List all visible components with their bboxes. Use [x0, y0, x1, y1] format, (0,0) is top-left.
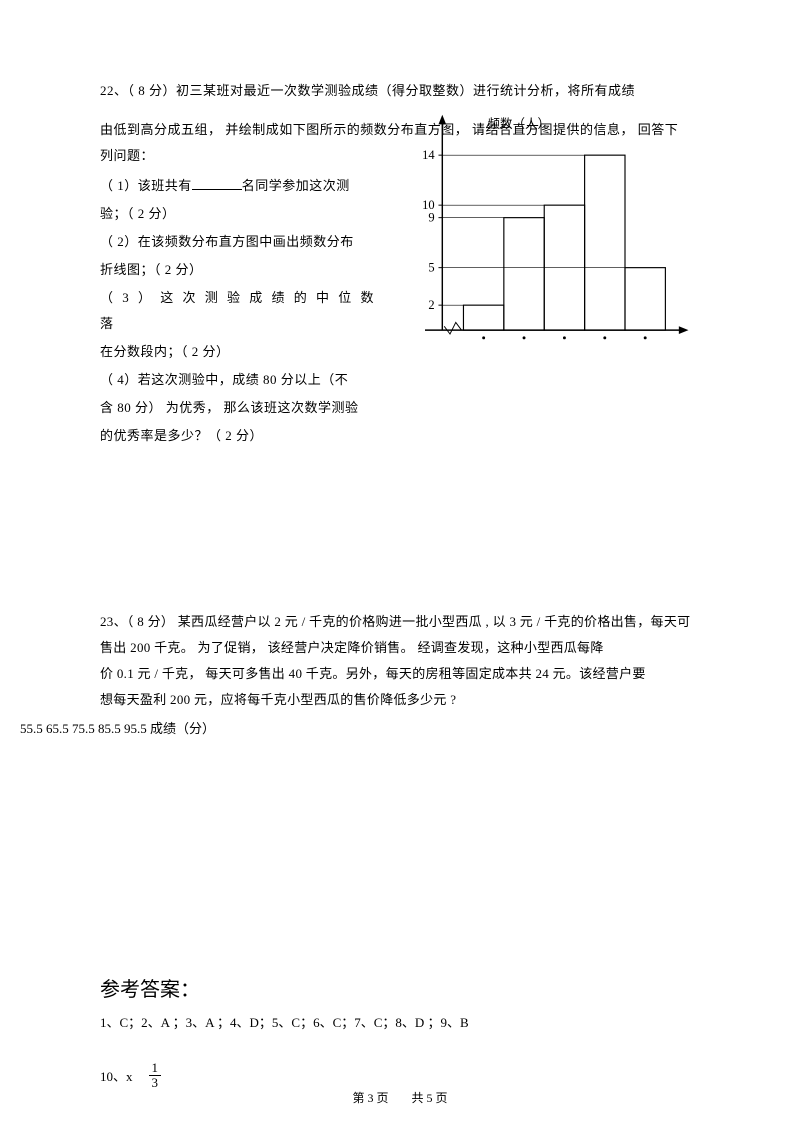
x-axis-labels: 55.5 65.5 75.5 85.5 95.5 成绩（分）: [20, 718, 215, 737]
fraction: 1 3: [149, 1061, 162, 1091]
svg-text:10: 10: [422, 198, 435, 212]
answer-10: 10、x 1 3: [100, 1061, 700, 1091]
q23-text: 23、（ 8 分） 某西瓜经营户以 2 元 / 千克的价格购进一批小型西瓜 , …: [100, 609, 700, 713]
answers-title: 参考答案：: [100, 973, 700, 1002]
answers-line-1: 1、C；2、A ；3、A ；4、D；5、C；6、C；7、C；8、D ；9、B: [100, 1012, 700, 1031]
blank-1: [192, 189, 242, 190]
q22-text: 由低到高分成五组， 并绘制成如下图所示的频数分布直方图， 请结合直方图提供的信息…: [100, 117, 380, 449]
svg-text:2: 2: [428, 298, 434, 312]
svg-text:5: 5: [428, 261, 434, 275]
svg-text:14: 14: [422, 148, 435, 162]
answers-section: 参考答案： 1、C；2、A ；3、A ；4、D；5、C；6、C；7、C；8、D …: [100, 973, 700, 1091]
svg-text:9: 9: [428, 211, 434, 225]
histogram-chart: 频数（人） 2 5 910 14: [400, 109, 700, 359]
q22-title: 22、（ 8 分）初三某班对最近一次数学测验成绩（得分取整数）进行统计分析，将所…: [100, 80, 700, 99]
svg-text:频数（人）: 频数（人）: [488, 116, 551, 131]
page-footer: 第 3 页 共 5 页: [0, 1089, 800, 1106]
